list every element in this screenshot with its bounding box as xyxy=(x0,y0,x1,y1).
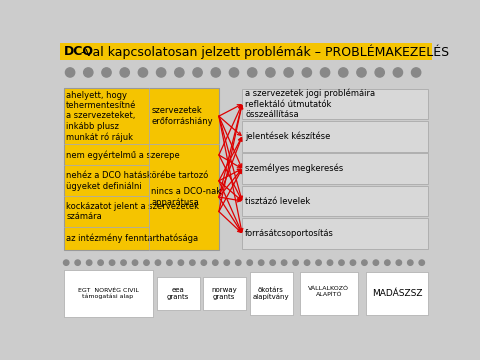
Text: eea
grants: eea grants xyxy=(167,287,189,300)
Circle shape xyxy=(408,260,413,265)
FancyBboxPatch shape xyxy=(242,121,428,152)
Circle shape xyxy=(224,260,229,265)
Circle shape xyxy=(362,260,367,265)
Circle shape xyxy=(84,68,93,77)
FancyBboxPatch shape xyxy=(300,272,359,315)
Circle shape xyxy=(258,260,264,265)
Text: MADÁSZSZ: MADÁSZSZ xyxy=(372,289,422,298)
Circle shape xyxy=(419,260,424,265)
Circle shape xyxy=(156,68,166,77)
Circle shape xyxy=(121,260,126,265)
Text: szervezetek
erőforráshiány: szervezetek erőforráshiány xyxy=(152,107,213,126)
Circle shape xyxy=(98,260,103,265)
Text: EGT  NORVÉG CIVIL
támogatási alap: EGT NORVÉG CIVIL támogatási alap xyxy=(78,288,139,299)
Circle shape xyxy=(193,68,202,77)
Circle shape xyxy=(396,260,402,265)
Circle shape xyxy=(281,260,287,265)
Circle shape xyxy=(86,260,92,265)
Circle shape xyxy=(284,68,293,77)
Text: DCO: DCO xyxy=(64,45,94,58)
Circle shape xyxy=(201,260,206,265)
Circle shape xyxy=(167,260,172,265)
Text: ahelyett, hogy
tehermentesítné
a szervezeteket,
inkább plusz
munkát ró rájuk: ahelyett, hogy tehermentesítné a szervez… xyxy=(66,91,137,142)
Text: ökotárs
alapítvány: ökotárs alapítvány xyxy=(252,287,289,300)
Circle shape xyxy=(304,260,310,265)
Circle shape xyxy=(266,68,275,77)
Circle shape xyxy=(190,260,195,265)
Text: nem egyértelmű a szerepe: nem egyértelmű a szerepe xyxy=(66,150,180,160)
Circle shape xyxy=(302,68,312,77)
Text: nehéz a DCO hatáskörébe tartozó
ügyeket definiálni: nehéz a DCO hatáskörébe tartozó ügyeket … xyxy=(66,171,208,190)
Circle shape xyxy=(144,260,149,265)
Circle shape xyxy=(247,260,252,265)
Circle shape xyxy=(75,260,80,265)
Circle shape xyxy=(339,260,344,265)
Circle shape xyxy=(120,68,130,77)
Circle shape xyxy=(270,260,276,265)
Circle shape xyxy=(102,68,111,77)
Text: az intézmény fenntarthatósága: az intézmény fenntarthatósága xyxy=(66,234,198,243)
Circle shape xyxy=(411,68,421,77)
Circle shape xyxy=(65,68,75,77)
Text: tisztázó levelek: tisztázó levelek xyxy=(245,197,311,206)
Circle shape xyxy=(338,68,348,77)
FancyBboxPatch shape xyxy=(204,276,246,310)
Circle shape xyxy=(109,260,115,265)
FancyBboxPatch shape xyxy=(60,43,432,60)
FancyBboxPatch shape xyxy=(242,218,428,249)
FancyBboxPatch shape xyxy=(157,276,200,310)
Circle shape xyxy=(373,260,379,265)
Circle shape xyxy=(236,260,241,265)
Circle shape xyxy=(357,68,366,77)
Circle shape xyxy=(213,260,218,265)
Circle shape xyxy=(155,260,161,265)
Circle shape xyxy=(393,68,403,77)
Text: norway
grants: norway grants xyxy=(211,287,237,300)
Circle shape xyxy=(293,260,298,265)
Text: -val kapcsolatosan jelzett problémák – PROBLÉMAKEZELÉS: -val kapcsolatosan jelzett problémák – P… xyxy=(81,44,449,59)
Text: jelentések készítése: jelentések készítése xyxy=(245,132,331,141)
Text: kockázatot jelent a szervezetek
számára: kockázatot jelent a szervezetek számára xyxy=(66,202,199,221)
Circle shape xyxy=(316,260,321,265)
Circle shape xyxy=(375,68,384,77)
Text: forrásátcsoportosítás: forrásátcsoportosítás xyxy=(245,229,334,238)
FancyBboxPatch shape xyxy=(242,89,428,120)
FancyBboxPatch shape xyxy=(366,272,428,315)
FancyBboxPatch shape xyxy=(242,186,428,216)
Circle shape xyxy=(350,260,356,265)
Circle shape xyxy=(132,260,138,265)
FancyBboxPatch shape xyxy=(250,272,292,315)
FancyBboxPatch shape xyxy=(64,88,219,249)
Circle shape xyxy=(63,260,69,265)
Circle shape xyxy=(248,68,257,77)
Text: a szervezetek jogi problémáira
reflektáló útmutatók
összeállítása: a szervezetek jogi problémáira reflektál… xyxy=(245,89,375,119)
Circle shape xyxy=(321,68,330,77)
Circle shape xyxy=(384,260,390,265)
Text: nincs a DCO-nak
apparátusa: nincs a DCO-nak apparátusa xyxy=(152,187,222,207)
Circle shape xyxy=(211,68,220,77)
Circle shape xyxy=(178,260,184,265)
FancyBboxPatch shape xyxy=(242,153,428,184)
Circle shape xyxy=(327,260,333,265)
Circle shape xyxy=(229,68,239,77)
Text: VÁLLALKOZÓ
ALAPÍTÓ: VÁLLALKOZÓ ALAPÍTÓ xyxy=(309,286,349,297)
Circle shape xyxy=(175,68,184,77)
FancyBboxPatch shape xyxy=(64,270,153,316)
Circle shape xyxy=(138,68,147,77)
Text: személyes megkeresés: személyes megkeresés xyxy=(245,164,344,174)
